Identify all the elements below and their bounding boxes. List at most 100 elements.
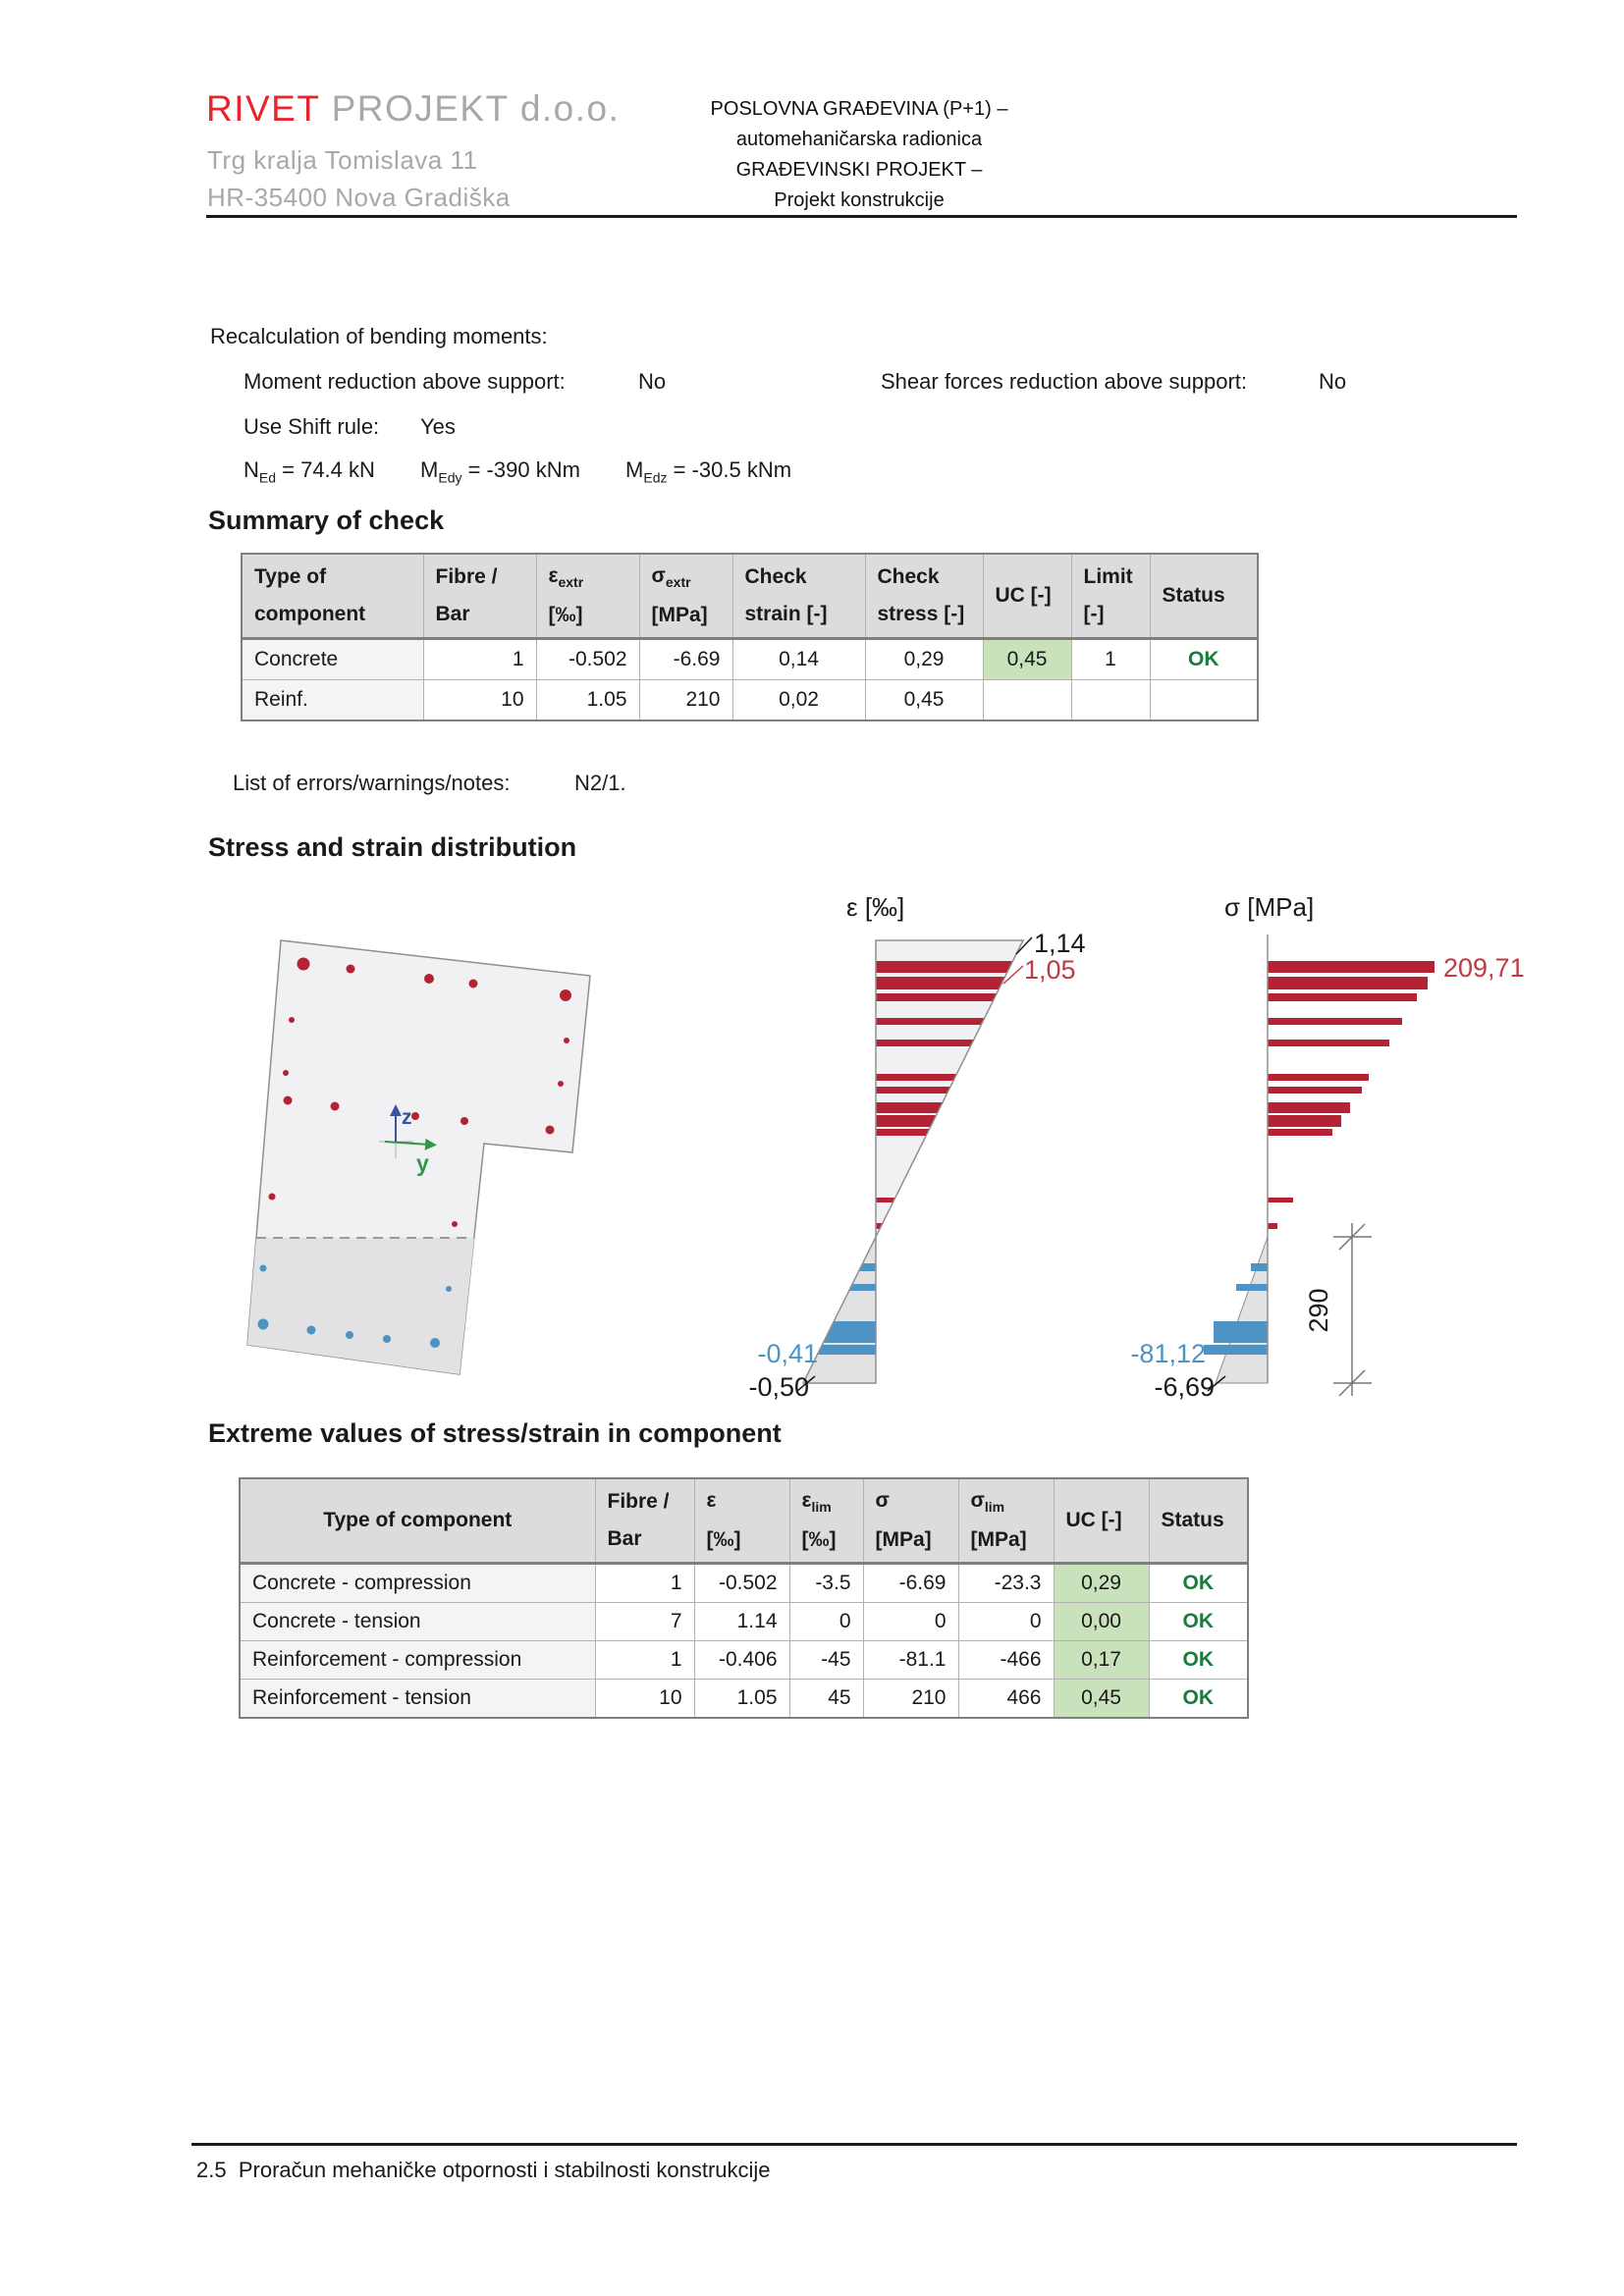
stress-bar-tension	[1268, 1102, 1350, 1113]
table-cell: -23.3	[957, 1562, 1055, 1603]
table-cell: 0,45	[1053, 1678, 1150, 1718]
table-cell: 466	[957, 1678, 1055, 1718]
col-sigma: σ [MPa]	[862, 1477, 959, 1564]
extreme-heading: Extreme values of stress/strain in compo…	[208, 1418, 782, 1448]
strain-bar-tension	[876, 1223, 1023, 1229]
strain-bar-tension	[876, 1074, 1023, 1081]
rebar-dot-tension	[283, 1095, 293, 1105]
errors-value: N2/1.	[574, 771, 626, 795]
table-row: Concrete - tension 7 1.14 0 0 0 0,00 OK	[239, 1601, 1249, 1641]
strain-bar-compression	[803, 1284, 876, 1291]
table-row: Concrete - compression 1 -0.502 -3.5 -6.69 -2…	[239, 1562, 1249, 1603]
col-fibre-bar: Fibre / Bar	[422, 553, 537, 639]
stress-steel-max-value: 209,71	[1443, 953, 1525, 983]
stress-axis-title: σ [MPa]	[1224, 892, 1314, 922]
rebar-dot-tension	[468, 979, 478, 988]
table-cell: OK	[1149, 637, 1259, 680]
stress-bar-compression	[1236, 1284, 1268, 1291]
strain-bar-tension	[876, 1018, 1023, 1025]
stress-diagram	[1204, 934, 1435, 1384]
table-cell: OK	[1148, 1601, 1249, 1641]
table-cell: -3.5	[788, 1562, 864, 1603]
rebar-dot-tension	[289, 1017, 295, 1023]
shear-reduction-value: No	[1319, 369, 1347, 394]
company-address-line1: Trg kralja Tomislava 11	[207, 145, 478, 175]
strain-concrete-top-value: 1,14	[1034, 929, 1086, 958]
table-cell: OK	[1148, 1562, 1249, 1603]
table-cell: 1.05	[535, 678, 640, 721]
col-uc: UC [-]	[1053, 1477, 1150, 1564]
table-cell: 0,45	[982, 637, 1072, 680]
design-forces-line: NEd = 74.4 kN MEdy = -390 kNm MEdz = -30…	[244, 457, 831, 485]
table-cell: 1.14	[693, 1601, 790, 1641]
strain-bar-tension	[876, 1102, 1023, 1113]
col-sigma-lim: σlim [MPa]	[957, 1477, 1055, 1564]
rebar-dot-tension	[545, 1125, 555, 1135]
col-check-stress: Check stress [-]	[864, 553, 984, 639]
table-cell: 1	[594, 1562, 695, 1603]
stress-bar-tension	[1268, 1129, 1332, 1136]
stress-bar-tension	[1268, 993, 1417, 1001]
shift-rule-value: Yes	[420, 414, 456, 439]
rebar-dot-tension	[283, 1070, 289, 1076]
table-row: Concrete 1 -0.502 -6.69 0,14 0,29 0,45 1 OK	[241, 637, 1259, 680]
table-cell: OK	[1148, 1678, 1249, 1718]
force-ned: NEd = 74.4 kN	[244, 457, 375, 486]
table-cell	[1149, 678, 1259, 721]
table-cell	[982, 678, 1072, 721]
table-cell: 10	[422, 678, 537, 721]
errors-label: List of errors/warnings/notes:	[233, 771, 511, 795]
table-cell: Reinforcement - compression	[239, 1639, 596, 1680]
table-cell: Reinf.	[241, 678, 424, 721]
compression-depth-value: 290	[1304, 1288, 1333, 1332]
table-cell: -6.69	[638, 637, 733, 680]
table-cell: -466	[957, 1639, 1055, 1680]
rebar-dot-tension	[560, 989, 571, 1001]
table-cell: 0	[788, 1601, 864, 1641]
strain-concrete-bottom-value: -0,50	[748, 1372, 809, 1402]
col-uc: UC [-]	[982, 553, 1072, 639]
table-cell: 0,29	[864, 637, 984, 680]
stress-bar-tension	[1268, 977, 1428, 989]
strain-bar-compression	[803, 1345, 876, 1355]
col-status: Status	[1148, 1477, 1249, 1564]
rebar-dot-tension	[452, 1221, 458, 1227]
table-cell: 0,17	[1053, 1639, 1150, 1680]
rebar-dot-tension	[460, 1117, 468, 1125]
strain-bar-compression	[803, 1263, 876, 1271]
strain-bottom-leader-line	[796, 1375, 816, 1392]
table-cell: 45	[788, 1678, 864, 1718]
rebar-dot-tension	[330, 1101, 340, 1111]
extreme-table-body: Concrete - compression 1 -0.502 -3.5 -6.69 -2…	[239, 1562, 1249, 1718]
table-cell: 210	[862, 1678, 959, 1718]
stress-bar-tension	[1268, 1040, 1389, 1046]
concrete-stress-block	[1215, 1236, 1269, 1384]
y-axis-label: y	[416, 1150, 429, 1176]
col-eps-extr: εextr [‰]	[535, 553, 640, 639]
col-status: Status	[1149, 553, 1259, 639]
project-line-1: POSLOVNA GRAĐEVINA (P+1) –	[710, 98, 1008, 120]
rebar-dot-compression	[346, 1331, 353, 1339]
table-cell: 1	[422, 637, 537, 680]
footer-section-number: 2.5	[196, 2158, 227, 2182]
force-subscript: Ed	[258, 469, 277, 486]
recalc-title: Recalculation of bending moments:	[210, 324, 548, 348]
strain-bar-tension	[876, 1040, 1023, 1046]
project-line-4: Projekt konstrukcije	[774, 189, 945, 211]
rebar-dot-compression	[383, 1335, 391, 1343]
table-cell: Concrete - tension	[239, 1601, 596, 1641]
col-eps-lim: εlim [‰]	[788, 1477, 864, 1564]
company-logo: RIVET PROJEKT d.o.o.	[206, 88, 620, 130]
summary-of-check-table: Type of component Fibre / Bar εextr [‰] σex…	[241, 553, 1259, 721]
strain-diagram	[801, 939, 1025, 1384]
table-cell: 0,45	[864, 678, 984, 721]
strain-bar-tension	[876, 1198, 1023, 1202]
force-symbol: M	[625, 457, 644, 482]
rebar-dot-tension	[424, 974, 434, 984]
strain-bar-tension	[876, 1129, 1023, 1136]
stress-strain-diagram: z y ε [‰] 1,14 1,05 -0,41 -0,50 σ [MPa] …	[246, 892, 1525, 1402]
rebar-dot-compression	[446, 1286, 452, 1292]
strain-axis-title: ε [‰]	[846, 892, 904, 922]
rebar-dot-tension	[268, 1193, 276, 1201]
